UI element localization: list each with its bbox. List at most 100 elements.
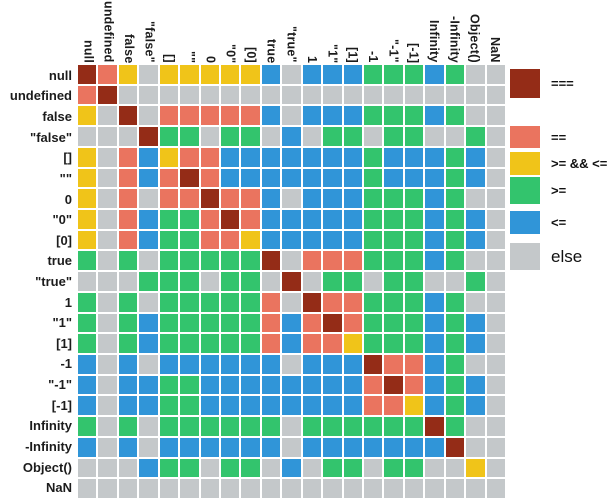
matrix-cell <box>486 292 505 312</box>
row-labels: null undefined false "false" [] "" 0 "0" [0] true… <box>0 65 75 498</box>
column-label: undefined <box>101 1 116 63</box>
matrix-cell <box>323 251 342 271</box>
matrix-cell <box>364 437 383 457</box>
row-label: undefined <box>9 88 72 104</box>
matrix-cell <box>200 230 219 250</box>
matrix-cell <box>98 209 117 229</box>
matrix-cell <box>261 272 281 291</box>
matrix-cell <box>180 85 199 105</box>
matrix-cell <box>139 168 158 188</box>
matrix-cell <box>139 251 158 271</box>
matrix-cell <box>98 230 117 250</box>
matrix-cell <box>343 396 362 416</box>
matrix-cell <box>425 458 444 478</box>
matrix-cell <box>384 272 403 291</box>
matrix-cell <box>323 292 342 312</box>
matrix-cell <box>384 396 403 416</box>
legend-label-strict-equal: === <box>551 76 574 91</box>
matrix-cell <box>139 313 158 333</box>
matrix-cell <box>364 375 383 395</box>
matrix-cell <box>323 127 342 146</box>
matrix-cell <box>364 168 383 188</box>
matrix-cell <box>159 272 179 291</box>
matrix-cell <box>200 458 219 478</box>
matrix-cell <box>261 147 281 167</box>
matrix-cell <box>323 230 342 250</box>
matrix-cell <box>343 313 362 333</box>
matrix-cell <box>118 168 138 188</box>
matrix-cell <box>78 168 97 188</box>
matrix-cell <box>302 209 322 229</box>
matrix-cell <box>159 209 179 229</box>
matrix-cell <box>282 334 301 353</box>
matrix-cell <box>425 251 444 271</box>
matrix-cell <box>221 85 240 105</box>
matrix-cell <box>364 127 383 146</box>
column-label: "true" <box>284 26 299 63</box>
matrix-cell <box>466 65 485 84</box>
matrix-cell <box>323 479 342 498</box>
matrix-cell <box>200 396 219 416</box>
row-label: [-1] <box>51 397 72 413</box>
matrix-cell <box>364 65 383 84</box>
matrix-cell <box>445 437 465 457</box>
matrix-cell <box>486 209 505 229</box>
matrix-cell <box>241 168 260 188</box>
matrix-cell <box>404 230 424 250</box>
matrix-cell <box>241 292 260 312</box>
legend-swatch-lte <box>510 211 540 234</box>
row-label: -1 <box>60 356 72 372</box>
matrix-cell <box>118 396 138 416</box>
legend-item-strict-equal: === <box>510 69 574 98</box>
matrix-cell <box>323 334 342 353</box>
matrix-cell <box>261 230 281 250</box>
matrix-cell <box>404 85 424 105</box>
matrix-cell <box>282 458 301 478</box>
matrix-cell <box>425 292 444 312</box>
matrix-cell <box>302 292 322 312</box>
matrix-cell <box>261 334 281 353</box>
matrix-cell <box>425 354 444 374</box>
matrix-cell <box>384 334 403 353</box>
matrix-cell <box>466 251 485 271</box>
matrix-cell <box>200 375 219 395</box>
matrix-cell <box>466 396 485 416</box>
matrix-cell <box>302 396 322 416</box>
matrix-cell <box>180 396 199 416</box>
matrix-cell <box>241 417 260 436</box>
matrix-cell <box>384 375 403 395</box>
matrix-cell <box>139 189 158 208</box>
matrix-cell <box>323 313 342 333</box>
matrix-cell <box>364 417 383 436</box>
matrix-cell <box>302 437 322 457</box>
matrix-cell <box>404 106 424 126</box>
matrix-cell <box>159 189 179 208</box>
matrix-cell <box>118 106 138 126</box>
matrix-cell <box>302 334 322 353</box>
row-label: true <box>47 253 72 269</box>
legend-swatch-else <box>510 243 540 270</box>
matrix-cell <box>425 147 444 167</box>
matrix-cell <box>159 354 179 374</box>
matrix-cell <box>98 375 117 395</box>
matrix-cell <box>343 437 362 457</box>
matrix-cell <box>78 189 97 208</box>
matrix-cell <box>343 65 362 84</box>
matrix-cell <box>466 85 485 105</box>
matrix-cell <box>404 272 424 291</box>
matrix-cell <box>445 106 465 126</box>
row-label: 0 <box>64 191 72 207</box>
heatmap-grid <box>78 65 505 498</box>
matrix-cell <box>323 65 342 84</box>
matrix-cell <box>486 396 505 416</box>
legend-label-lte: <= <box>551 215 567 230</box>
matrix-cell <box>78 230 97 250</box>
matrix-cell <box>323 417 342 436</box>
matrix-cell <box>384 127 403 146</box>
matrix-cell <box>261 292 281 312</box>
matrix-cell <box>139 292 158 312</box>
matrix-cell <box>384 168 403 188</box>
matrix-cell <box>404 437 424 457</box>
matrix-cell <box>364 272 383 291</box>
